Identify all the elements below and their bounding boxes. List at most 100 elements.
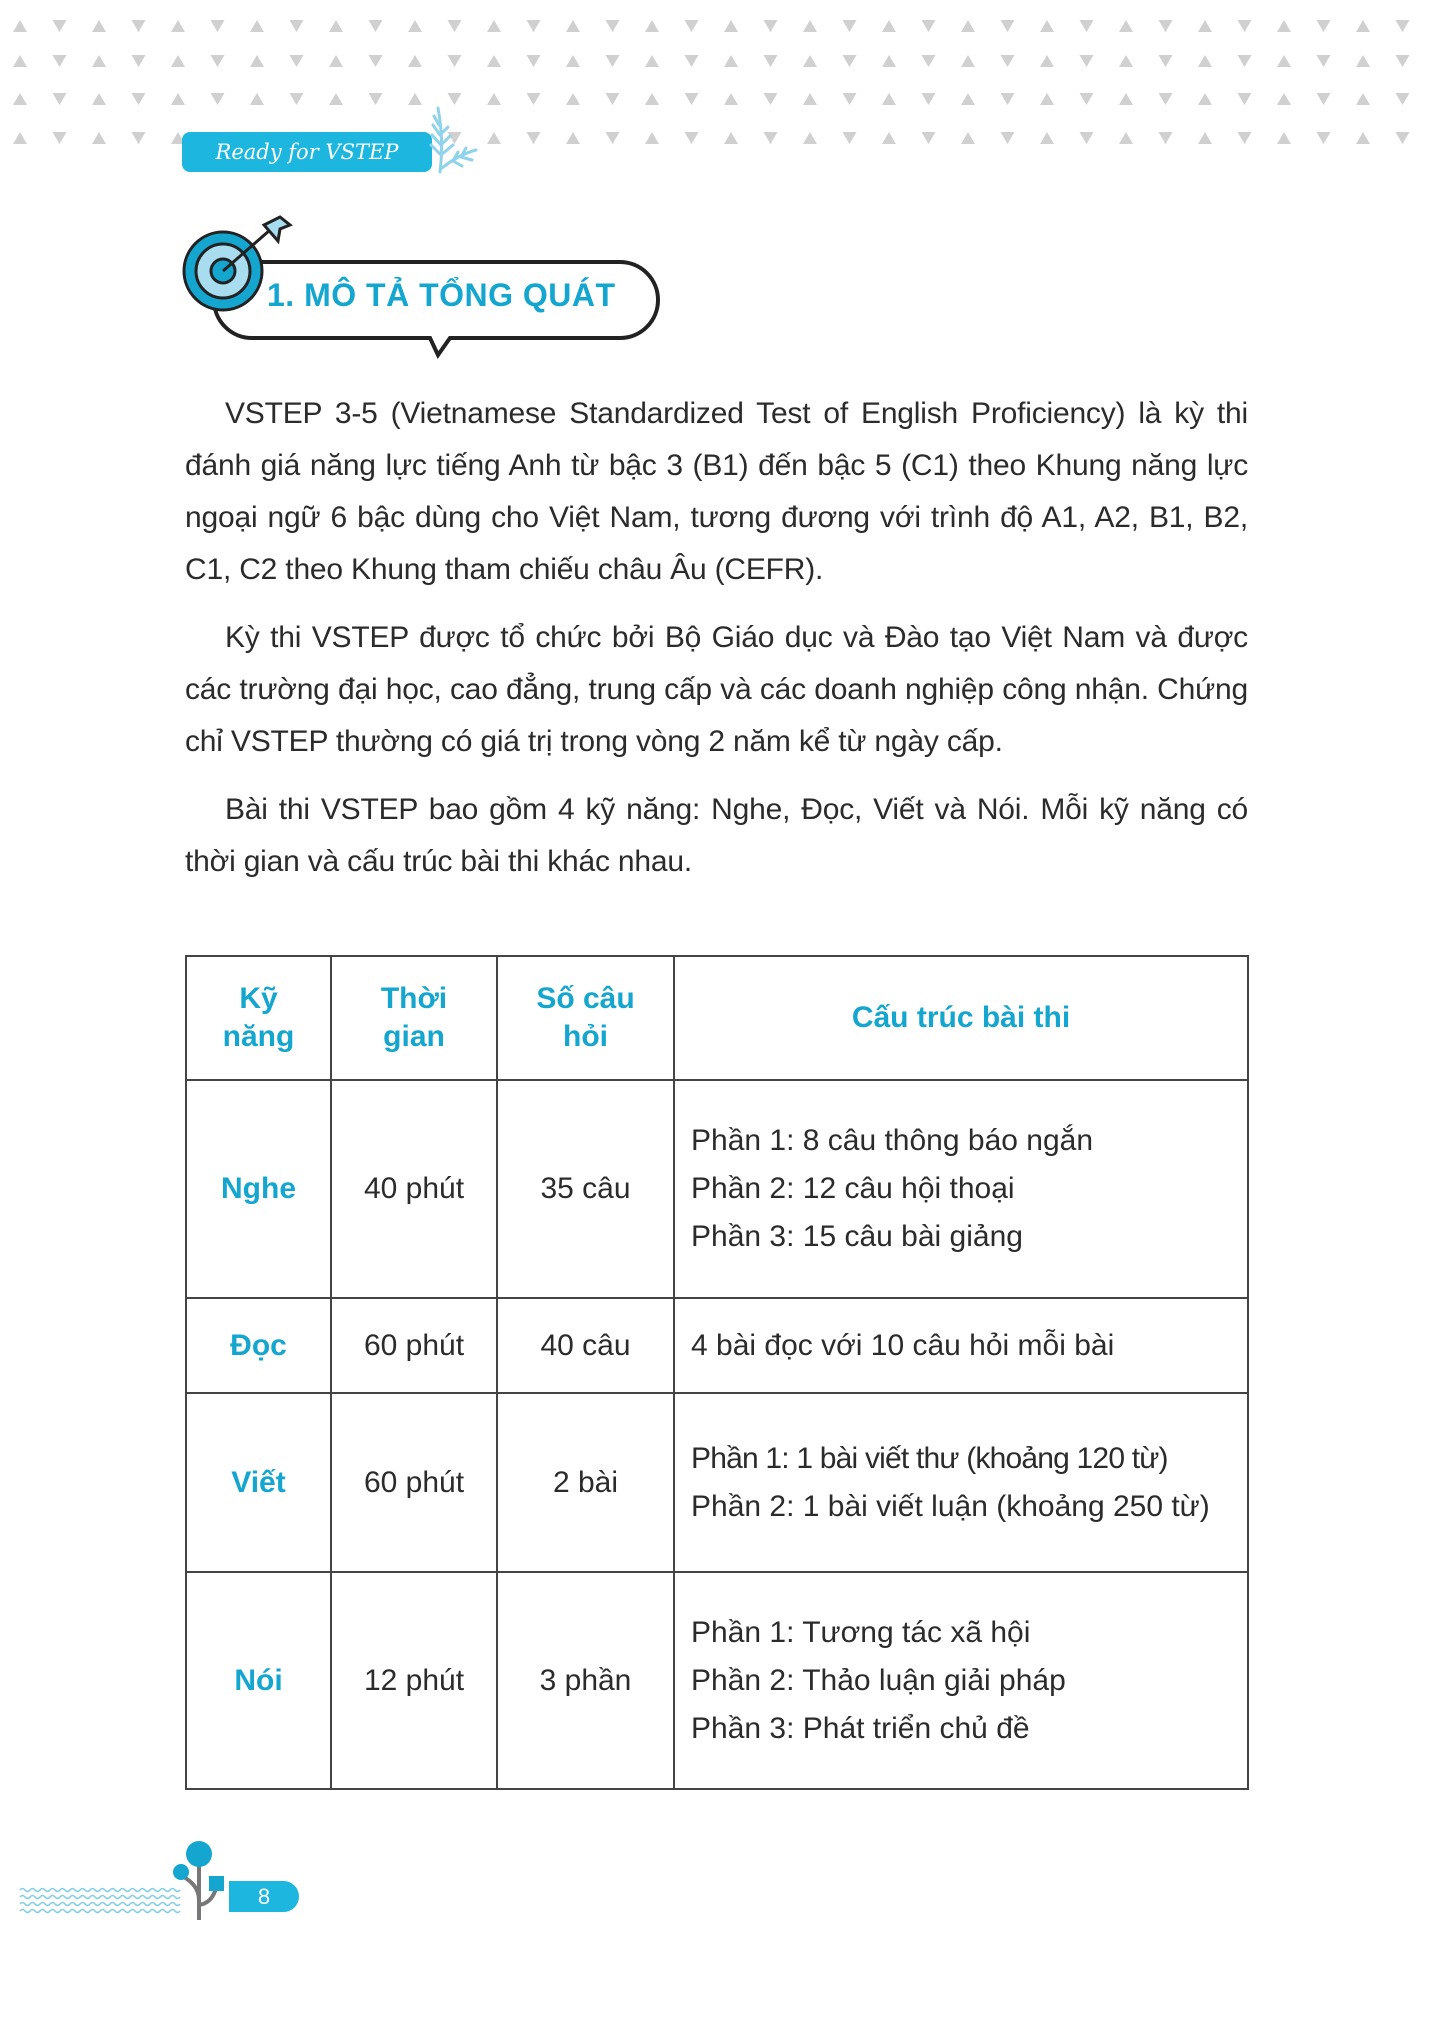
triangle-mark: [803, 132, 817, 144]
footer-decoration: [19, 1841, 224, 1920]
triangle-mark: [842, 93, 857, 105]
triangle-mark: [1316, 132, 1331, 144]
triangle-mark: [1158, 20, 1173, 32]
paragraph: Bài thi VSTEP bao gồm 4 kỹ năng: Nghe, Đ…: [185, 793, 1248, 878]
triangle-mark: [882, 93, 896, 105]
triangle-mark: [684, 55, 699, 67]
triangle-mark: [289, 20, 304, 32]
section-title: 1. MÔ TẢ TỔNG QUÁT: [267, 277, 616, 313]
triangle-mark: [447, 93, 462, 105]
triangle-mark: [961, 93, 975, 105]
triangle-mark: [250, 93, 264, 105]
triangle-mark: [1277, 132, 1291, 144]
triangle-mark: [1395, 132, 1410, 144]
triangle-mark: [724, 55, 738, 67]
section-heading-bubble: [182, 215, 660, 359]
triangle-mark: [724, 93, 738, 105]
triangle-mark: [1237, 93, 1252, 105]
triangle-mark: [1079, 20, 1094, 32]
triangle-mark: [1395, 20, 1410, 32]
fern-icon: [429, 106, 478, 174]
target-arrow-icon: [182, 215, 293, 312]
structure-line: Phần 2: 12 câu hội thoại: [691, 1172, 1015, 1205]
triangle-mark: [566, 55, 580, 67]
triangle-mark: [921, 55, 936, 67]
triangle-mark: [842, 55, 857, 67]
triangle-mark: [1000, 55, 1015, 67]
triangle-mark: [526, 55, 541, 67]
triangle-mark: [1119, 132, 1133, 144]
triangle-mark: [329, 55, 343, 67]
count-cell: 40 câu: [496, 1297, 675, 1394]
triangle-mark: [329, 93, 343, 105]
count-cell: 2 bài: [496, 1392, 675, 1573]
triangle-mark: [368, 20, 383, 32]
triangle-mark: [13, 55, 27, 67]
triangle-mark: [1079, 93, 1094, 105]
triangle-mark: [803, 20, 817, 32]
triangle-mark: [803, 93, 817, 105]
triangle-mark: [566, 93, 580, 105]
triangle-mark: [92, 55, 106, 67]
triangle-mark: [566, 132, 580, 144]
table-row: Đọc 60 phút 40 câu 4 bài đọc với 10 câu …: [185, 1297, 1249, 1394]
triangle-mark: [882, 55, 896, 67]
triangle-mark: [842, 132, 857, 144]
triangle-mark: [408, 55, 422, 67]
structure-cell: 4 bài đọc với 10 câu hỏi mỗi bài: [673, 1297, 1249, 1394]
triangle-mark: [1158, 93, 1173, 105]
structure-line: Phần 1: 1 bài viết thư (khoảng 120 từ): [691, 1441, 1169, 1475]
triangle-mark: [289, 93, 304, 105]
triangle-mark: [763, 132, 778, 144]
triangle-mark: [210, 20, 225, 32]
triangle-mark: [882, 20, 896, 32]
triangle-mark: [1356, 93, 1370, 105]
triangle-mark: [645, 55, 659, 67]
triangle-mark: [368, 93, 383, 105]
triangle-mark: [1040, 132, 1054, 144]
count-cell: 35 câu: [496, 1079, 675, 1299]
exam-structure-table: Kỹ năng Thời gian Số câu hỏi Cấu trúc bà…: [185, 955, 1249, 1790]
structure-line: Phần 2: Thảo luận giải pháp: [691, 1663, 1066, 1697]
triangle-mark: [171, 20, 185, 32]
triangle-mark: [921, 93, 936, 105]
tree-icon: [173, 1841, 224, 1920]
triangle-mark: [52, 55, 67, 67]
triangle-mark: [13, 93, 27, 105]
triangle-mark: [1237, 55, 1252, 67]
triangle-mark: [1198, 55, 1212, 67]
triangle-mark: [131, 20, 146, 32]
triangle-mark: [487, 55, 501, 67]
triangle-mark: [605, 55, 620, 67]
header-structure: Cấu trúc bài thi: [673, 955, 1249, 1081]
triangle-mark: [684, 93, 699, 105]
triangle-mark: [250, 20, 264, 32]
page-number: 8: [229, 1881, 299, 1912]
triangle-mark: [1356, 55, 1370, 67]
structure-cell: Phần 1: 1 bài viết thư (khoảng 120 từ) P…: [673, 1392, 1249, 1573]
time-cell: 40 phút: [330, 1079, 498, 1299]
triangle-mark: [1198, 132, 1212, 144]
skill-cell: Nói: [185, 1571, 332, 1790]
triangle-mark: [1277, 20, 1291, 32]
count-cell: 3 phần: [496, 1571, 675, 1790]
structure-line: 4 bài đọc với 10 câu hỏi mỗi bài: [691, 1328, 1115, 1362]
triangle-mark: [92, 132, 106, 144]
triangle-mark: [1119, 93, 1133, 105]
triangle-mark: [408, 93, 422, 105]
triangle-mark: [566, 20, 580, 32]
triangle-mark: [645, 132, 659, 144]
triangle-mark: [526, 93, 541, 105]
triangle-mark: [526, 132, 541, 144]
triangle-mark: [724, 20, 738, 32]
triangle-mark: [1119, 55, 1133, 67]
header-skill: Kỹ năng: [185, 955, 332, 1081]
triangle-mark: [447, 55, 462, 67]
triangle-mark: [1040, 55, 1054, 67]
triangle-mark: [605, 93, 620, 105]
triangle-mark: [605, 20, 620, 32]
triangle-mark: [763, 55, 778, 67]
triangle-mark: [13, 20, 27, 32]
triangle-mark: [1316, 20, 1331, 32]
series-badge: Ready for VSTEP: [182, 132, 432, 172]
